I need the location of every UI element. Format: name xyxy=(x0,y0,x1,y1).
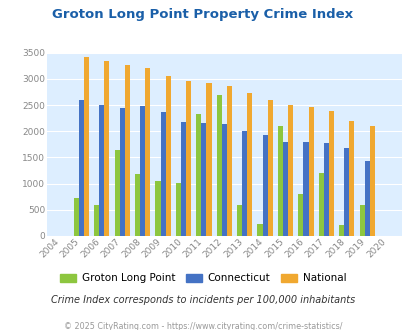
Bar xyxy=(155,181,160,236)
Bar xyxy=(206,83,211,236)
Bar xyxy=(79,100,84,236)
Bar xyxy=(359,205,364,236)
Bar xyxy=(84,57,89,236)
Bar xyxy=(94,205,99,236)
Bar xyxy=(288,105,292,236)
Bar xyxy=(267,100,272,236)
Bar xyxy=(257,224,262,236)
Bar xyxy=(124,65,130,236)
Bar xyxy=(338,225,343,236)
Bar xyxy=(277,125,282,236)
Bar xyxy=(181,122,185,236)
Legend: Groton Long Point, Connecticut, National: Groton Long Point, Connecticut, National xyxy=(55,269,350,287)
Text: © 2025 CityRating.com - https://www.cityrating.com/crime-statistics/: © 2025 CityRating.com - https://www.city… xyxy=(64,322,341,330)
Bar xyxy=(201,123,206,236)
Bar xyxy=(308,107,313,236)
Bar xyxy=(237,205,242,236)
Bar xyxy=(185,81,191,236)
Bar xyxy=(175,183,181,236)
Bar xyxy=(318,173,323,236)
Bar xyxy=(134,174,140,236)
Bar xyxy=(226,86,231,236)
Bar xyxy=(364,161,369,236)
Text: Groton Long Point Property Crime Index: Groton Long Point Property Crime Index xyxy=(52,8,353,21)
Bar xyxy=(343,148,349,236)
Bar xyxy=(114,149,119,236)
Bar xyxy=(369,125,374,236)
Bar xyxy=(140,106,145,236)
Bar xyxy=(196,114,201,236)
Text: Crime Index corresponds to incidents per 100,000 inhabitants: Crime Index corresponds to incidents per… xyxy=(51,295,354,305)
Bar xyxy=(145,68,150,236)
Bar xyxy=(221,124,226,236)
Bar xyxy=(242,131,247,236)
Bar xyxy=(99,105,104,236)
Bar xyxy=(303,142,308,236)
Bar xyxy=(262,135,267,236)
Bar xyxy=(298,194,303,236)
Bar xyxy=(104,61,109,236)
Bar xyxy=(282,142,288,236)
Bar xyxy=(323,143,328,236)
Bar xyxy=(160,113,165,236)
Bar xyxy=(165,76,170,236)
Bar xyxy=(247,93,252,236)
Bar xyxy=(216,95,221,236)
Bar xyxy=(74,198,79,236)
Bar xyxy=(349,121,354,236)
Bar xyxy=(328,112,333,236)
Bar xyxy=(119,108,124,236)
